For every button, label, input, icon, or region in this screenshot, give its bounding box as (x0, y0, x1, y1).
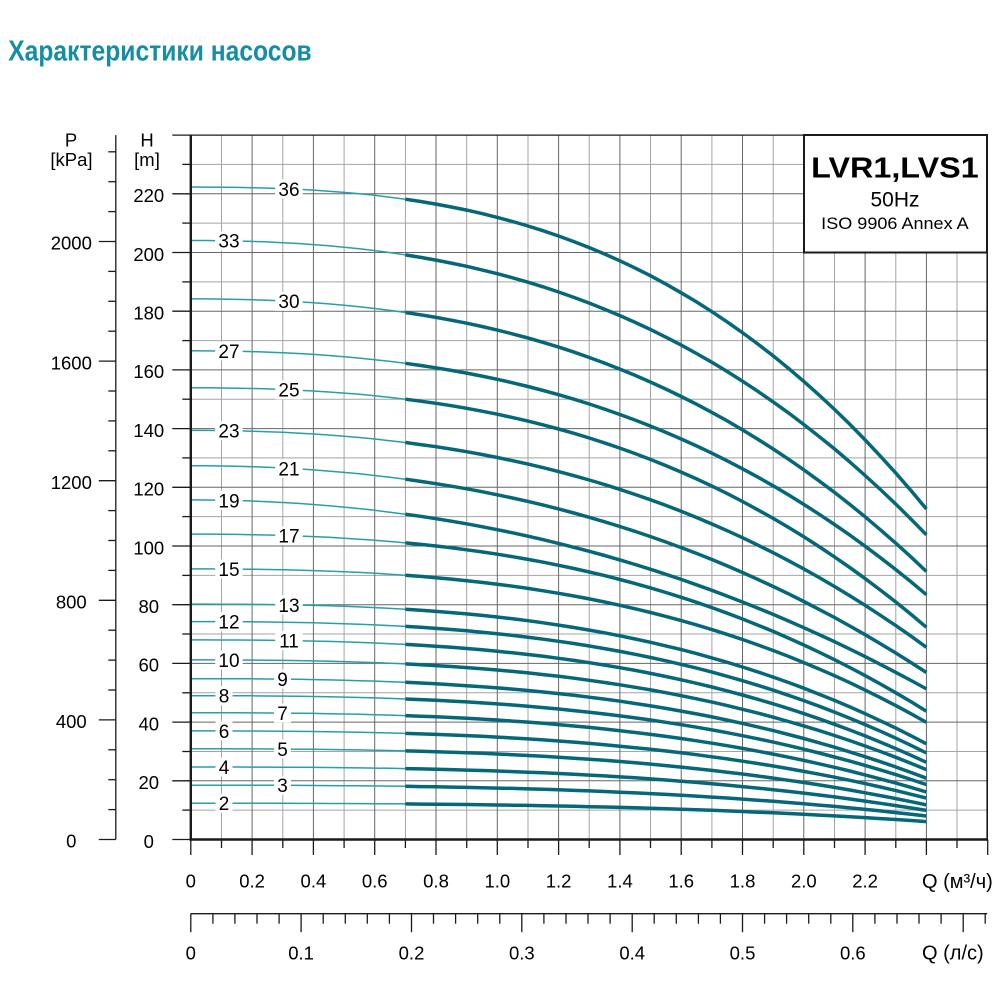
svg-text:0: 0 (186, 943, 196, 964)
svg-text:10: 10 (218, 651, 239, 672)
svg-text:Характеристики насосов: Характеристики насосов (8, 36, 312, 68)
svg-text:0: 0 (144, 831, 154, 852)
svg-text:12: 12 (218, 613, 239, 634)
svg-text:20: 20 (139, 772, 160, 793)
svg-text:30: 30 (278, 292, 299, 313)
svg-text:180: 180 (133, 303, 164, 324)
svg-text:9: 9 (277, 670, 288, 691)
svg-text:1.2: 1.2 (546, 871, 572, 892)
svg-text:19: 19 (218, 491, 239, 512)
svg-text:0.4: 0.4 (301, 871, 327, 892)
svg-text:5: 5 (277, 740, 288, 761)
svg-text:0.6: 0.6 (362, 871, 388, 892)
svg-text:[m]: [m] (134, 149, 160, 170)
svg-text:11: 11 (279, 632, 299, 653)
svg-text:23: 23 (218, 422, 239, 443)
svg-text:8: 8 (219, 687, 230, 708)
svg-text:120: 120 (133, 479, 164, 500)
svg-text:3: 3 (277, 776, 288, 797)
svg-text:160: 160 (133, 361, 164, 382)
svg-text:[kPa]: [kPa] (50, 149, 92, 170)
svg-text:2.2: 2.2 (852, 871, 878, 892)
svg-text:Q (л/с): Q (л/с) (922, 943, 984, 965)
svg-text:0.5: 0.5 (730, 943, 756, 964)
svg-text:140: 140 (133, 420, 164, 441)
svg-text:6: 6 (219, 722, 230, 743)
svg-text:17: 17 (278, 527, 299, 548)
svg-text:21: 21 (278, 459, 299, 480)
svg-text:1200: 1200 (51, 472, 92, 493)
svg-text:P: P (65, 130, 77, 151)
svg-text:0.4: 0.4 (619, 943, 645, 964)
svg-text:H: H (140, 130, 153, 151)
svg-text:1.6: 1.6 (668, 871, 694, 892)
svg-text:2: 2 (219, 794, 230, 815)
svg-text:0.2: 0.2 (239, 871, 265, 892)
svg-text:15: 15 (218, 560, 239, 581)
svg-text:27: 27 (218, 342, 239, 363)
svg-text:36: 36 (278, 180, 299, 201)
svg-text:1.8: 1.8 (730, 871, 756, 892)
svg-text:400: 400 (56, 711, 87, 732)
svg-text:Q (м³/ч): Q (м³/ч) (922, 871, 993, 893)
svg-text:0.2: 0.2 (399, 943, 425, 964)
svg-text:1.4: 1.4 (607, 871, 633, 892)
svg-text:50Hz: 50Hz (870, 188, 919, 211)
svg-text:0.6: 0.6 (840, 943, 866, 964)
svg-text:0: 0 (186, 871, 196, 892)
svg-text:13: 13 (278, 596, 299, 617)
svg-text:LVR1,LVS1: LVR1,LVS1 (811, 153, 979, 185)
svg-text:200: 200 (133, 244, 164, 265)
svg-text:40: 40 (139, 713, 160, 734)
svg-text:800: 800 (56, 592, 87, 613)
svg-text:0.1: 0.1 (288, 943, 314, 964)
svg-text:ISO 9906 Annex A: ISO 9906 Annex A (821, 214, 969, 233)
svg-text:0.3: 0.3 (509, 943, 535, 964)
svg-text:7: 7 (277, 704, 288, 725)
svg-text:60: 60 (139, 655, 160, 676)
svg-text:220: 220 (133, 185, 164, 206)
svg-text:2.0: 2.0 (791, 871, 817, 892)
svg-text:4: 4 (219, 758, 230, 779)
svg-text:33: 33 (218, 232, 239, 253)
svg-text:100: 100 (133, 537, 164, 558)
svg-text:1600: 1600 (51, 352, 92, 373)
svg-text:80: 80 (139, 596, 160, 617)
svg-text:25: 25 (278, 381, 299, 402)
svg-text:0: 0 (66, 831, 76, 852)
svg-text:0.8: 0.8 (423, 871, 449, 892)
svg-text:1.0: 1.0 (484, 871, 510, 892)
svg-text:2000: 2000 (51, 233, 92, 254)
